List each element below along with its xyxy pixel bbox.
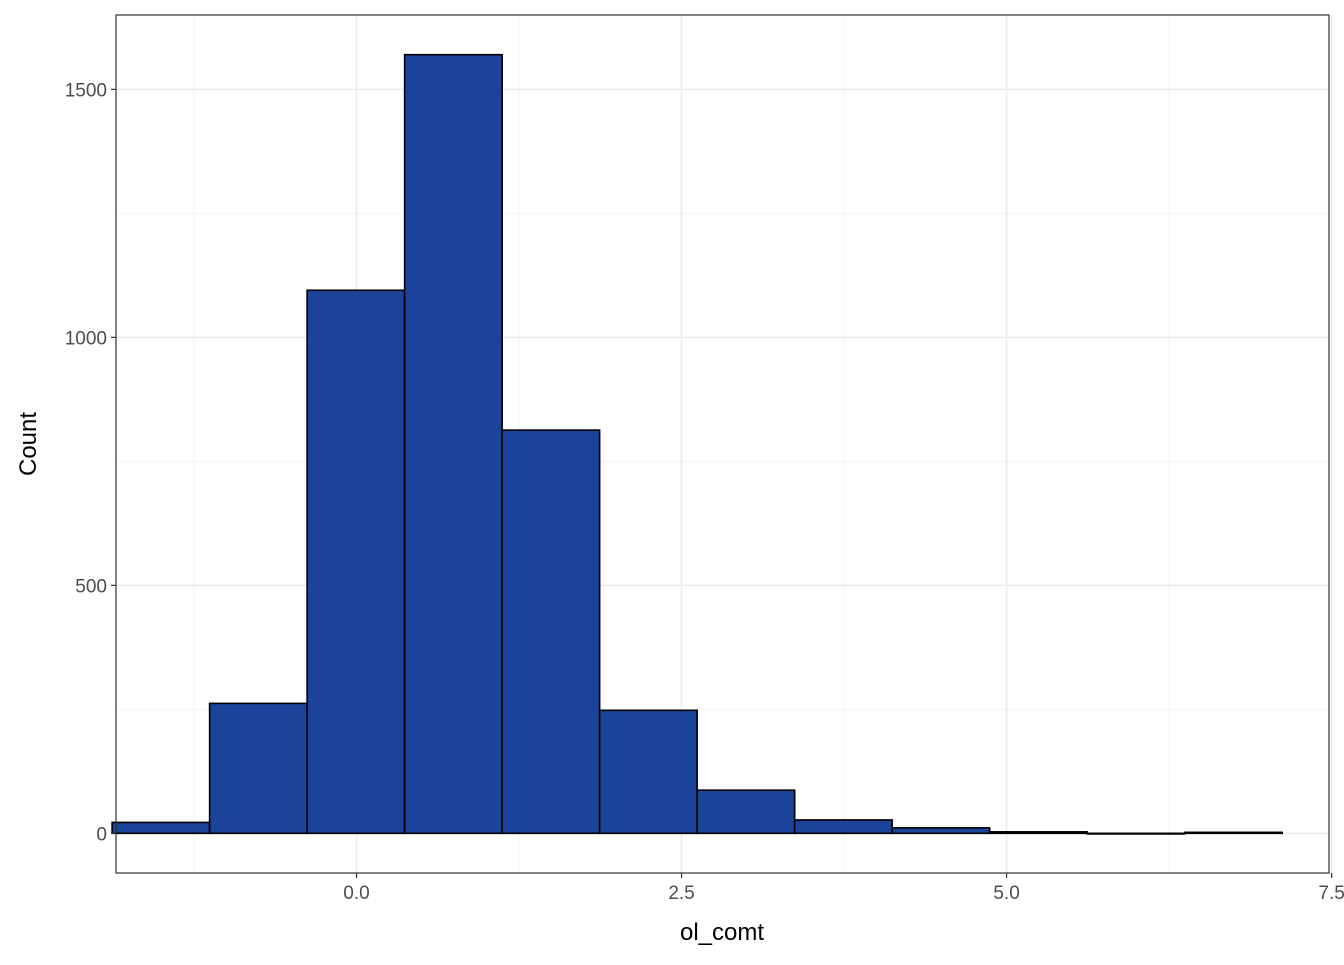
y-tick-label: 0	[96, 824, 107, 845]
histogram-bar	[793, 819, 893, 835]
histogram-bar	[988, 831, 1088, 835]
histogram-bar	[208, 702, 308, 835]
histogram-bar	[891, 827, 991, 835]
histogram-bar	[598, 709, 698, 835]
y-tick-label: 1000	[65, 328, 107, 349]
histogram-bars	[111, 53, 1283, 835]
histogram-bar	[501, 429, 601, 835]
x-tick-label: 7.5	[1318, 883, 1344, 904]
x-tick-label: 0.0	[343, 883, 369, 904]
histogram-bar	[696, 789, 796, 835]
x-tick-label: 5.0	[993, 883, 1019, 904]
x-tick-label: 2.5	[668, 883, 694, 904]
x-axis-title: ol_comt	[680, 919, 764, 946]
axis-ticks: 0 500 1000 1500 0.0 2.5 5.0 7.5	[65, 80, 1344, 904]
plot-border	[115, 14, 1330, 874]
y-tick-label: 1500	[65, 80, 107, 101]
histogram-bar	[111, 821, 211, 835]
histogram-bar	[306, 289, 406, 835]
histogram-bar	[1086, 832, 1186, 835]
y-tick-label: 500	[75, 576, 107, 597]
histogram-bar	[1183, 831, 1283, 835]
histogram-bar	[403, 53, 503, 835]
y-axis-title: Count	[15, 412, 42, 476]
